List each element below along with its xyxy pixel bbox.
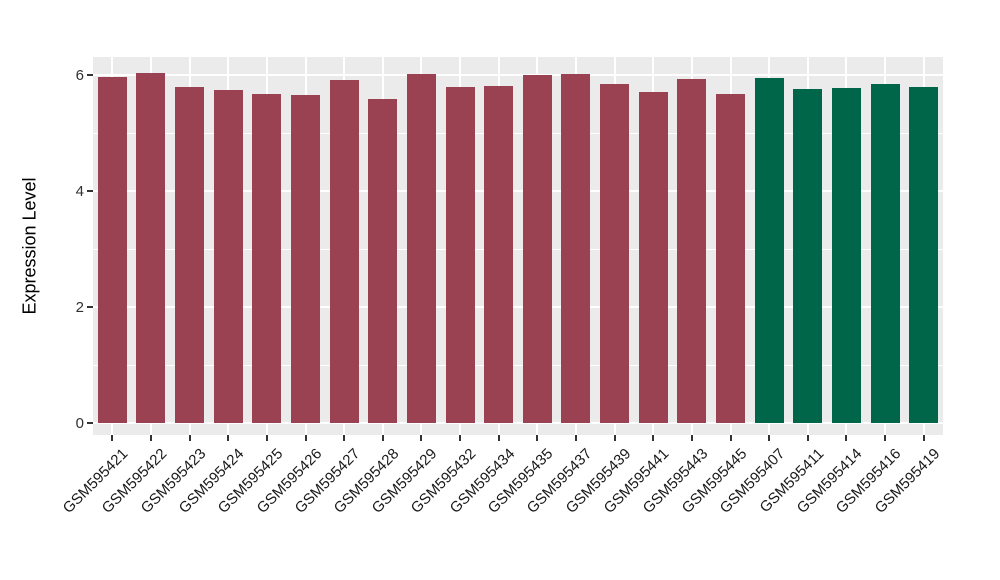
x-tick-mark bbox=[304, 435, 307, 441]
x-tick-mark bbox=[768, 435, 771, 441]
x-tick-mark bbox=[459, 435, 462, 441]
bar bbox=[600, 84, 630, 423]
x-tick-mark bbox=[381, 435, 384, 441]
y-tick-mark bbox=[87, 306, 93, 308]
y-tick-mark bbox=[87, 422, 93, 424]
major-gridline bbox=[93, 74, 943, 76]
x-tick-mark bbox=[111, 435, 114, 441]
major-gridline bbox=[93, 306, 943, 308]
bar bbox=[561, 74, 591, 423]
bar bbox=[368, 99, 398, 423]
bar bbox=[677, 79, 707, 423]
bar bbox=[445, 87, 475, 423]
bar bbox=[638, 92, 668, 423]
x-tick-mark bbox=[845, 435, 848, 441]
plot-panel bbox=[93, 57, 943, 435]
x-tick-mark bbox=[536, 435, 539, 441]
bar bbox=[213, 89, 243, 423]
x-tick-mark bbox=[497, 435, 500, 441]
x-tick-mark bbox=[652, 435, 655, 441]
y-tick-label: 0 bbox=[75, 414, 84, 432]
x-tick-mark bbox=[188, 435, 191, 441]
y-tick-mark bbox=[87, 74, 93, 76]
x-tick-mark bbox=[806, 435, 809, 441]
bar bbox=[831, 88, 861, 423]
minor-gridline bbox=[93, 248, 943, 250]
bar bbox=[716, 94, 745, 423]
x-tick-mark bbox=[227, 435, 230, 441]
bar bbox=[484, 86, 514, 423]
x-tick-mark bbox=[574, 435, 577, 441]
x-tick-mark bbox=[884, 435, 887, 441]
bar bbox=[522, 75, 552, 423]
x-tick-mark bbox=[149, 435, 152, 441]
x-tick-mark bbox=[265, 435, 268, 441]
x-tick-mark bbox=[922, 435, 925, 441]
x-tick-mark bbox=[420, 435, 423, 441]
x-tick-mark bbox=[690, 435, 693, 441]
major-gridline bbox=[93, 190, 943, 192]
y-tick-mark bbox=[87, 190, 93, 192]
bar bbox=[754, 77, 784, 423]
bar bbox=[175, 87, 205, 423]
bar bbox=[406, 74, 436, 423]
minor-gridline bbox=[93, 364, 943, 366]
bar bbox=[870, 83, 900, 423]
minor-gridline bbox=[93, 132, 943, 134]
bar bbox=[97, 76, 127, 423]
bar bbox=[793, 88, 823, 423]
y-tick-label: 6 bbox=[75, 66, 84, 84]
bar bbox=[291, 94, 320, 423]
x-tick-mark bbox=[729, 435, 732, 441]
bar bbox=[909, 86, 939, 423]
y-tick-label: 4 bbox=[75, 182, 84, 200]
x-tick-mark bbox=[613, 435, 616, 441]
bar bbox=[329, 79, 359, 423]
y-tick-label: 2 bbox=[75, 298, 84, 316]
major-gridline bbox=[93, 422, 943, 424]
bar bbox=[136, 73, 166, 423]
bar bbox=[252, 94, 282, 423]
x-tick-mark bbox=[343, 435, 346, 441]
